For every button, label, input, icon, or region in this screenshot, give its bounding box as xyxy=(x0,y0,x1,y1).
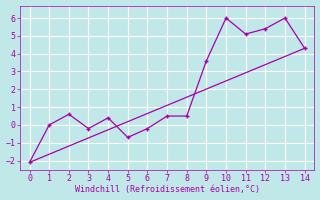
X-axis label: Windchill (Refroidissement éolien,°C): Windchill (Refroidissement éolien,°C) xyxy=(75,185,260,194)
